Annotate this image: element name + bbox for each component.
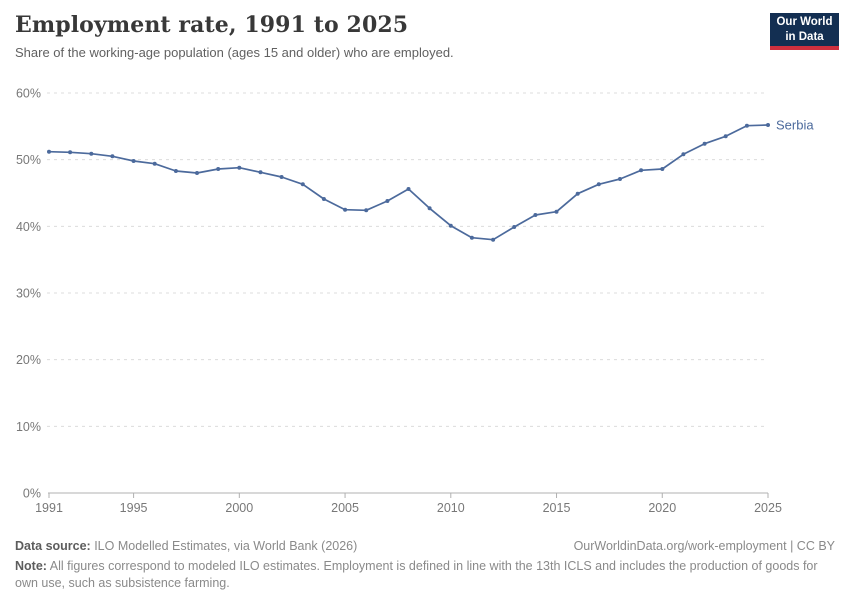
owid-logo[interactable]: Our World in Data — [770, 13, 839, 50]
x-tick-label: 2025 — [754, 501, 782, 515]
data-point-marker[interactable] — [68, 150, 73, 155]
data-point-marker[interactable] — [512, 225, 517, 229]
x-tick-label: 2010 — [437, 501, 465, 515]
data-point-marker[interactable] — [152, 161, 157, 166]
chart-footer: Data source: ILO Modelled Estimates, via… — [15, 538, 835, 592]
data-point-marker[interactable] — [554, 209, 559, 214]
data-source-label: Data source: — [15, 539, 91, 554]
data-point-marker[interactable] — [258, 170, 263, 175]
chart-header: Employment rate, 1991 to 2025 Share of t… — [15, 12, 750, 60]
note-body: All figures correspond to modeled ILO es… — [15, 558, 818, 590]
data-source: Data source: ILO Modelled Estimates, via… — [15, 538, 357, 555]
data-point-marker[interactable] — [131, 159, 136, 163]
y-tick-label: 30% — [16, 287, 41, 301]
note-label: Note: — [15, 558, 47, 573]
data-point-marker[interactable] — [491, 237, 496, 242]
data-point-marker[interactable] — [110, 154, 115, 159]
data-point-marker[interactable] — [195, 171, 199, 175]
chart-subtitle: Share of the working-age population (age… — [15, 45, 454, 60]
data-point-marker[interactable] — [723, 134, 728, 139]
canonical-url[interactable]: OurWorldinData.org/work-employment | CC … — [573, 539, 835, 554]
x-tick-label: 2020 — [648, 501, 676, 515]
data-point-marker[interactable] — [321, 197, 326, 201]
data-point-marker[interactable] — [279, 175, 284, 179]
x-tick-label: 1991 — [35, 501, 63, 515]
y-tick-label: 60% — [16, 87, 41, 101]
data-point-marker[interactable] — [173, 169, 178, 173]
data-point-marker[interactable] — [385, 199, 390, 203]
data-point-marker[interactable] — [681, 152, 686, 157]
x-tick-label: 2015 — [543, 501, 571, 515]
data-point-marker[interactable] — [300, 182, 305, 187]
data-source-text: ILO Modelled Estimates, via World Bank (… — [90, 539, 358, 554]
data-point-marker[interactable] — [47, 149, 51, 154]
data-point-marker[interactable] — [596, 182, 601, 187]
entity-label[interactable]: Serbia — [776, 118, 814, 133]
y-tick-label: 20% — [16, 353, 41, 367]
x-tick-label: 2005 — [331, 501, 359, 515]
data-point-marker[interactable] — [575, 191, 580, 196]
y-tick-label: 0% — [23, 487, 41, 501]
data-point-marker[interactable] — [660, 167, 665, 171]
owid-logo-line1: Our World — [776, 16, 833, 29]
data-point-marker[interactable] — [702, 141, 707, 146]
data-point-marker[interactable] — [237, 165, 242, 170]
data-point-marker[interactable] — [618, 177, 622, 181]
note: Note: All figures correspond to modeled … — [15, 558, 835, 593]
owid-logo-line2: in Data — [785, 30, 824, 43]
data-point-marker[interactable] — [448, 223, 453, 228]
trend-line[interactable] — [48, 124, 769, 241]
data-point-marker[interactable] — [343, 207, 348, 212]
data-point-marker[interactable] — [427, 206, 432, 211]
page-title: Employment rate, 1991 to 2025 — [15, 12, 409, 38]
data-point-marker[interactable] — [533, 213, 538, 217]
y-tick-label: 50% — [16, 153, 41, 167]
y-tick-label: 40% — [16, 220, 41, 234]
x-tick-label: 2000 — [225, 501, 253, 515]
data-point-marker[interactable] — [766, 123, 770, 127]
data-point-marker[interactable] — [406, 187, 411, 191]
data-point-marker[interactable] — [744, 123, 749, 128]
data-point-marker[interactable] — [89, 151, 94, 156]
data-point-marker[interactable] — [639, 168, 644, 173]
data-point-marker[interactable] — [216, 167, 221, 171]
data-point-marker[interactable] — [469, 235, 474, 240]
x-tick-label: 1995 — [120, 501, 148, 515]
y-tick-label: 10% — [16, 420, 41, 434]
data-point-marker[interactable] — [364, 208, 369, 213]
